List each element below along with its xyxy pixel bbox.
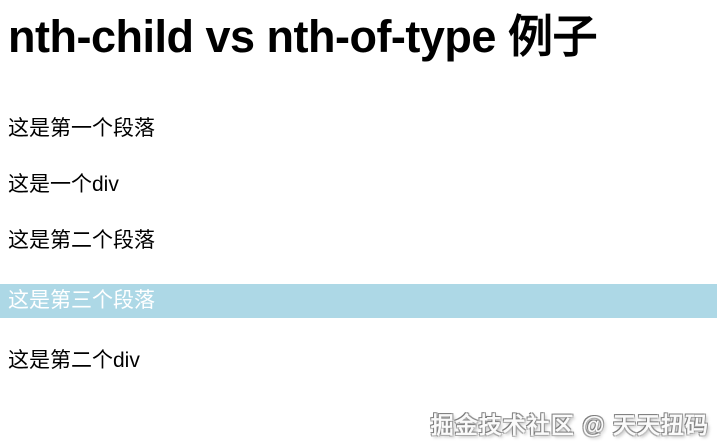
div-first: 这是一个div	[8, 173, 119, 196]
paragraph-third-highlighted: 这是第三个段落	[0, 284, 717, 318]
page-content: nth-child vs nth-of-type 例子 这是第一个段落 这是一个…	[0, 10, 717, 374]
page-title: nth-child vs nth-of-type 例子	[8, 11, 597, 62]
watermark: 掘金技术社区 @ 天天扭码	[430, 412, 709, 438]
paragraph-first: 这是第一个段落	[8, 117, 155, 140]
div-second: 这是第二个div	[8, 349, 140, 372]
paragraph-second: 这是第二个段落	[8, 229, 155, 252]
